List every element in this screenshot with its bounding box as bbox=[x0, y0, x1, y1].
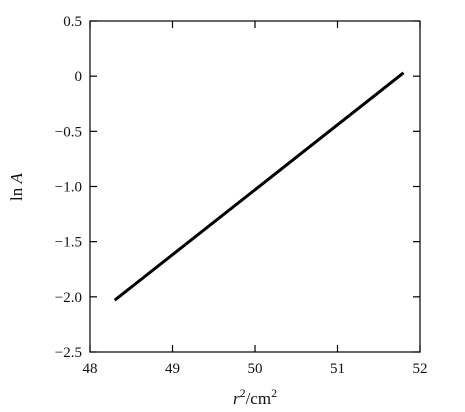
y-tick-label: −1.0 bbox=[55, 180, 82, 196]
y-tick-label: −0.5 bbox=[55, 124, 82, 140]
x-tick-label: 49 bbox=[165, 361, 180, 377]
y-tick-label: −2.0 bbox=[55, 290, 82, 306]
y-axis-label: ln A bbox=[7, 172, 26, 200]
x-axis-label: r2/cm2 bbox=[233, 386, 277, 408]
y-axis-ticks: 0.5 0 −0.5 −1.0 −1.5 −2.0 −2.5 bbox=[55, 14, 420, 361]
x-tick-label: 52 bbox=[413, 361, 428, 377]
series-layer bbox=[113, 71, 405, 302]
y-tick-label: 0 bbox=[75, 69, 83, 85]
x-tick-label: 48 bbox=[83, 361, 98, 377]
y-tick-label: −1.5 bbox=[55, 235, 82, 251]
y-tick-label: 0.5 bbox=[63, 14, 82, 30]
x-tick-label: 50 bbox=[248, 361, 263, 377]
series-line bbox=[113, 71, 405, 302]
plot-frame bbox=[89, 20, 421, 353]
x-axis-ticks: 48 49 50 51 52 bbox=[83, 21, 428, 377]
x-tick-label: 51 bbox=[330, 361, 345, 377]
y-tick-label: −2.5 bbox=[55, 345, 82, 361]
